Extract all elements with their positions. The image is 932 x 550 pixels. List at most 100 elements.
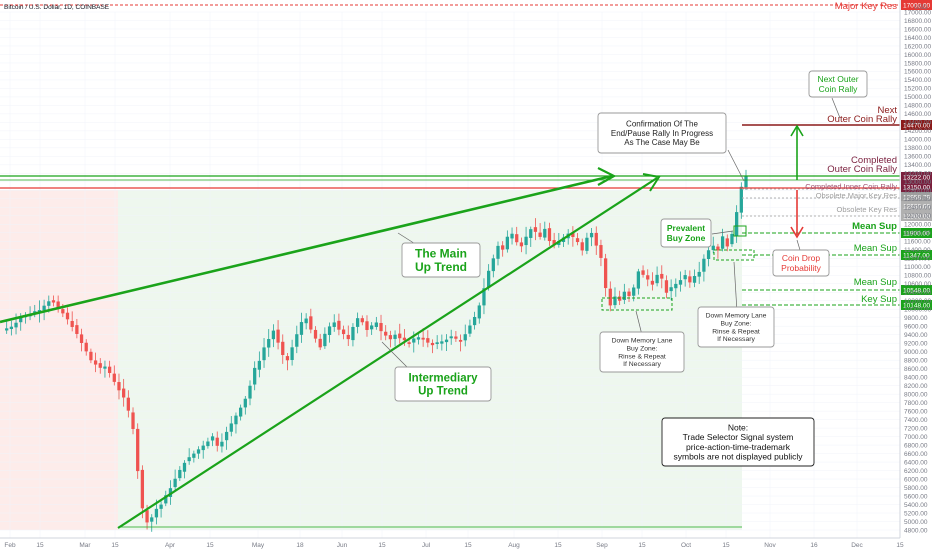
candle-body	[454, 336, 458, 339]
candle-body	[192, 453, 196, 458]
coin-drop-callout-line: Probability	[781, 263, 821, 273]
price-tick-label: 5200.00	[904, 510, 928, 517]
time-tick-label: 15	[722, 542, 730, 549]
level-label: Mean Sup	[854, 243, 897, 254]
candle-body	[515, 234, 519, 243]
price-tick-label: 6600.00	[904, 451, 928, 458]
candle-body	[735, 212, 739, 236]
time-tick-label: Aug	[508, 542, 520, 549]
price-tick-label: 12600.00	[904, 196, 931, 203]
note-callout-line: Trade Selector Signal system	[683, 432, 794, 442]
next-outer-rally-callout-line: Next Outer	[817, 74, 858, 84]
candle-body	[697, 271, 701, 277]
price-tick-label: 10000.00	[904, 307, 931, 314]
time-tick-label: 15	[378, 542, 386, 549]
level-label: Outer Coin Rally	[827, 164, 897, 175]
time-tick-label: Apr	[165, 542, 176, 549]
price-tick-label: 11400.00	[904, 247, 931, 254]
candle-body	[501, 245, 505, 250]
time-axis[interactable]: Feb 15 Mar 15 Apr 15 May 18 Jun 15 Jul 15 Aug 15 Sep 15…	[4, 542, 904, 549]
intermediary-trend-callout-line: Intermediary	[408, 372, 478, 384]
candle-body	[589, 232, 594, 238]
candle-body	[351, 326, 355, 341]
price-tick-label: 5400.00	[904, 502, 928, 509]
time-tick-label: Nov	[764, 542, 776, 549]
price-tick-label: 12800.00	[904, 188, 931, 195]
buy-zone-box-left	[601, 297, 673, 311]
candle-body	[468, 325, 472, 334]
price-badge	[901, 228, 932, 238]
candle-body	[646, 275, 650, 280]
candle-body	[196, 449, 201, 454]
pointer	[635, 310, 643, 336]
price-tick-label: 8000.00	[904, 391, 928, 398]
price-tick-label: 8400.00	[904, 374, 928, 381]
price-tick-label: 11800.00	[904, 230, 931, 237]
candle-body	[613, 296, 617, 306]
rally-arrowhead	[790, 124, 804, 137]
price-tick-label: 11000.00	[904, 264, 931, 271]
price-tick-label: 7600.00	[904, 408, 928, 415]
candle-body	[393, 334, 397, 339]
chart-title: Bitcoin / U.S. Dollar, 1D, COINBASE	[4, 4, 110, 11]
candle-body	[711, 245, 715, 251]
candle-body	[374, 322, 378, 327]
candle-body	[295, 334, 299, 347]
price-tick-label: 16000.00	[904, 52, 931, 59]
time-tick-label: 16	[810, 542, 818, 549]
candle-body	[543, 228, 547, 238]
candle-body	[398, 333, 402, 339]
confirmation-callout-line: End/Pause Rally In Progress	[611, 129, 713, 138]
candle-body	[491, 258, 495, 272]
price-tick-label: 13600.00	[904, 154, 931, 161]
price-tick-label: 8600.00	[904, 366, 928, 373]
candle-body	[688, 276, 692, 283]
price-tick-label: 5000.00	[904, 519, 928, 526]
candle-body	[692, 276, 697, 283]
candle-body	[463, 334, 467, 341]
main-trend-line	[0, 174, 613, 324]
candle-body	[126, 397, 130, 411]
candle-body	[435, 342, 439, 345]
candle-body	[730, 233, 734, 245]
time-tick-label: 15	[464, 542, 472, 549]
candle-body	[154, 508, 159, 518]
candle-body	[650, 280, 655, 285]
candle-body	[706, 250, 711, 259]
price-badge	[901, 172, 932, 182]
time-tick-label: 15	[111, 542, 119, 549]
level-label: Obsolete Major Key Res	[816, 191, 898, 200]
price-tick-label: 16800.00	[904, 18, 931, 25]
price-badge-value: 10148.00	[903, 303, 930, 310]
intermediary-trend-callout-line: Up Trend	[418, 386, 468, 398]
price-tick-label: 9000.00	[904, 349, 928, 356]
candle-body	[440, 341, 444, 344]
intermediary-trend-callout-frame	[394, 366, 492, 402]
price-tick-label: 13200.00	[904, 171, 931, 178]
dml-left-callout-line: If Necessary	[623, 361, 661, 368]
candle-body	[720, 236, 725, 249]
candle-body	[281, 341, 285, 356]
confirmation-callout-frame	[597, 112, 727, 154]
candle-body	[669, 287, 673, 292]
price-tick-label: 12000.00	[904, 222, 931, 229]
candle-body	[262, 347, 266, 361]
candle-body	[547, 228, 552, 242]
price-tick-label: 5600.00	[904, 493, 928, 500]
price-badge	[901, 201, 932, 211]
price-tick-label: 12200.00	[904, 213, 931, 220]
main-trend-callout-line: Up Trend	[415, 260, 467, 274]
price-tick-label: 11600.00	[904, 239, 931, 246]
level-label: Completed	[851, 155, 897, 166]
price-badge-value: 13222.00	[903, 175, 930, 182]
candle-body	[533, 227, 538, 232]
price-tick-label: 7800.00	[904, 400, 928, 407]
candle-body	[201, 445, 205, 451]
candle-body	[510, 233, 514, 239]
pointer	[796, 239, 801, 251]
price-tick-label: 14800.00	[904, 103, 931, 110]
